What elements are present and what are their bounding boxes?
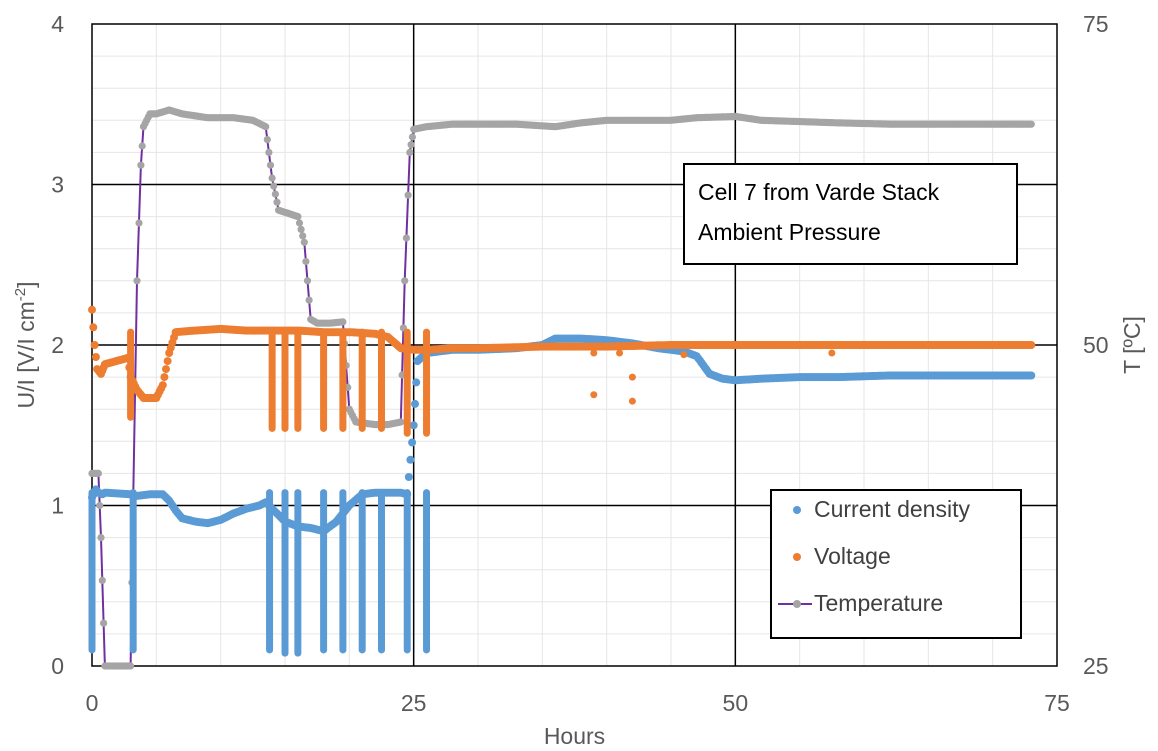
- current-density-point: [409, 421, 418, 430]
- current-density-point: [406, 455, 415, 464]
- voltage-outlier-point: [828, 349, 836, 357]
- y-left-tick-label: 3: [51, 172, 64, 198]
- temperature-point: [135, 219, 143, 227]
- series-layer: [88, 106, 1036, 670]
- temperature-point: [138, 142, 146, 150]
- current-density-point: [408, 438, 417, 447]
- temperature-point: [297, 225, 305, 233]
- temperature-point: [299, 232, 307, 240]
- x-tick-label: 75: [1044, 690, 1070, 716]
- temperature-point: [397, 418, 405, 426]
- tick-labels: 0 25 50 75 0 1 2 3 4 25 50 75: [51, 11, 1108, 716]
- temperature-point: [402, 234, 410, 242]
- voltage-point: [88, 305, 96, 314]
- y-left-tick-label: 4: [51, 11, 64, 37]
- annotation-box: Cell 7 from Varde Stack Ambient Pressure: [683, 163, 1018, 265]
- legend-label-temperature: Temperature: [814, 590, 943, 616]
- voltage-outlier-point: [616, 349, 624, 357]
- annotation-line-1: Cell 7 from Varde Stack: [698, 179, 940, 205]
- voltage-point: [163, 357, 172, 366]
- temperature-point: [96, 501, 104, 510]
- x-tick-label: 25: [401, 690, 427, 716]
- temperature-point: [305, 296, 313, 304]
- voltage-point: [91, 353, 100, 361]
- temperature-point: [407, 141, 415, 149]
- temperature-point: [300, 238, 308, 246]
- temperature-point: [266, 161, 275, 169]
- temperature-point: [404, 191, 412, 199]
- temperature-point: [271, 190, 279, 198]
- series-voltage: [88, 305, 1036, 437]
- voltage-outlier-point: [628, 373, 636, 381]
- temperature-point: [294, 213, 302, 221]
- legend-frame: [770, 489, 1022, 639]
- annotation-frame: [683, 163, 1018, 265]
- voltage-outlier-point: [680, 351, 688, 359]
- voltage-outlier-point: [590, 349, 598, 357]
- y-axis-left-title: U/I [V/I cm-2]: [12, 281, 39, 408]
- voltage-point: [90, 341, 99, 349]
- current-density-point: [404, 473, 413, 481]
- temperature-point: [127, 662, 135, 670]
- y-right-tick-label: 50: [1083, 332, 1109, 358]
- temperature-point: [303, 277, 312, 285]
- temperature-point: [263, 136, 271, 144]
- legend-marker-temperature: [793, 600, 801, 608]
- x-axis-title: Hours: [544, 723, 605, 749]
- legend-label-current-density: Current density: [814, 496, 970, 522]
- temperature-point: [97, 534, 105, 542]
- y-right-tick-label: 25: [1083, 653, 1109, 679]
- voltage-point: [160, 373, 169, 382]
- voltage-outlier-point: [628, 397, 636, 405]
- x-tick-label: 0: [86, 690, 99, 716]
- temperature-point: [273, 198, 281, 206]
- temperature-point: [1027, 120, 1035, 128]
- annotation-line-2: Ambient Pressure: [698, 219, 881, 245]
- temperature-point: [268, 174, 276, 182]
- y-right-tick-label: 75: [1083, 11, 1109, 37]
- temperature-point: [137, 161, 145, 169]
- y-left-tick-label: 1: [51, 493, 64, 519]
- voltage-point: [158, 381, 167, 390]
- temperature-point: [94, 469, 102, 477]
- voltage-point: [162, 365, 170, 374]
- temperature-point: [100, 619, 108, 627]
- temperature-point: [401, 277, 409, 285]
- temperature-point: [302, 257, 310, 266]
- temperature-point: [98, 576, 106, 585]
- legend-marker-current-density: [793, 506, 801, 514]
- temperature-point: [295, 219, 304, 227]
- temperature-point: [339, 318, 347, 326]
- temperature-point: [270, 182, 278, 190]
- legend-label-voltage: Voltage: [814, 543, 891, 569]
- y-left-tick-label: 2: [51, 332, 64, 358]
- temperature-point: [262, 123, 270, 131]
- temperature-point: [133, 277, 141, 285]
- current-density-point: [412, 378, 421, 387]
- temperature-point: [408, 133, 416, 141]
- y-axis-right-title: T [ºC]: [1119, 316, 1145, 374]
- current-density-point: [1027, 371, 1036, 380]
- voltage-point: [89, 323, 98, 332]
- voltage-point: [1027, 341, 1036, 349]
- temperature-point: [406, 148, 414, 156]
- series-temperature: [88, 106, 1035, 670]
- temperature-point: [265, 148, 273, 156]
- y-left-tick-label: 0: [51, 653, 64, 679]
- legend-marker-voltage: [793, 553, 801, 561]
- current-density-point: [411, 399, 419, 408]
- voltage-outlier-point: [590, 391, 598, 399]
- legend: Current density Voltage Temperature: [770, 489, 1022, 639]
- x-tick-label: 50: [723, 690, 749, 716]
